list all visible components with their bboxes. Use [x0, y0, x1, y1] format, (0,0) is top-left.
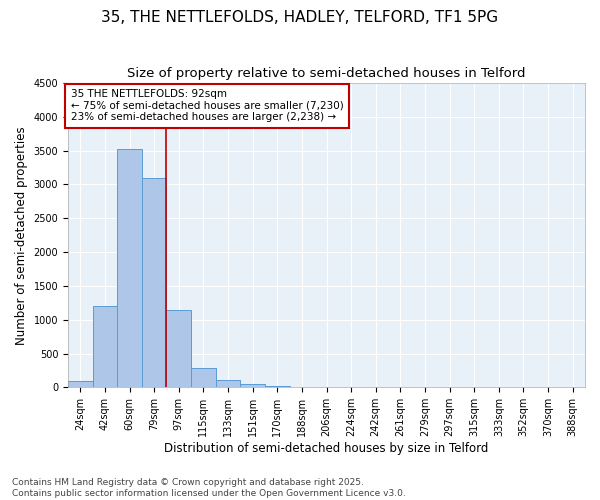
Bar: [142, 178, 166, 388]
Bar: [265, 386, 290, 388]
Text: 35, THE NETTLEFOLDS, HADLEY, TELFORD, TF1 5PG: 35, THE NETTLEFOLDS, HADLEY, TELFORD, TF…: [101, 10, 499, 25]
Bar: [92, 306, 117, 388]
Bar: [216, 380, 241, 388]
Bar: [117, 150, 142, 388]
Text: 35 THE NETTLEFOLDS: 92sqm
← 75% of semi-detached houses are smaller (7,230)
23% : 35 THE NETTLEFOLDS: 92sqm ← 75% of semi-…: [71, 89, 343, 122]
X-axis label: Distribution of semi-detached houses by size in Telford: Distribution of semi-detached houses by …: [164, 442, 489, 455]
Bar: [68, 382, 92, 388]
Title: Size of property relative to semi-detached houses in Telford: Size of property relative to semi-detach…: [127, 68, 526, 80]
Text: Contains HM Land Registry data © Crown copyright and database right 2025.
Contai: Contains HM Land Registry data © Crown c…: [12, 478, 406, 498]
Bar: [241, 384, 265, 388]
Y-axis label: Number of semi-detached properties: Number of semi-detached properties: [15, 126, 28, 344]
Bar: [191, 368, 216, 388]
Bar: [166, 310, 191, 388]
